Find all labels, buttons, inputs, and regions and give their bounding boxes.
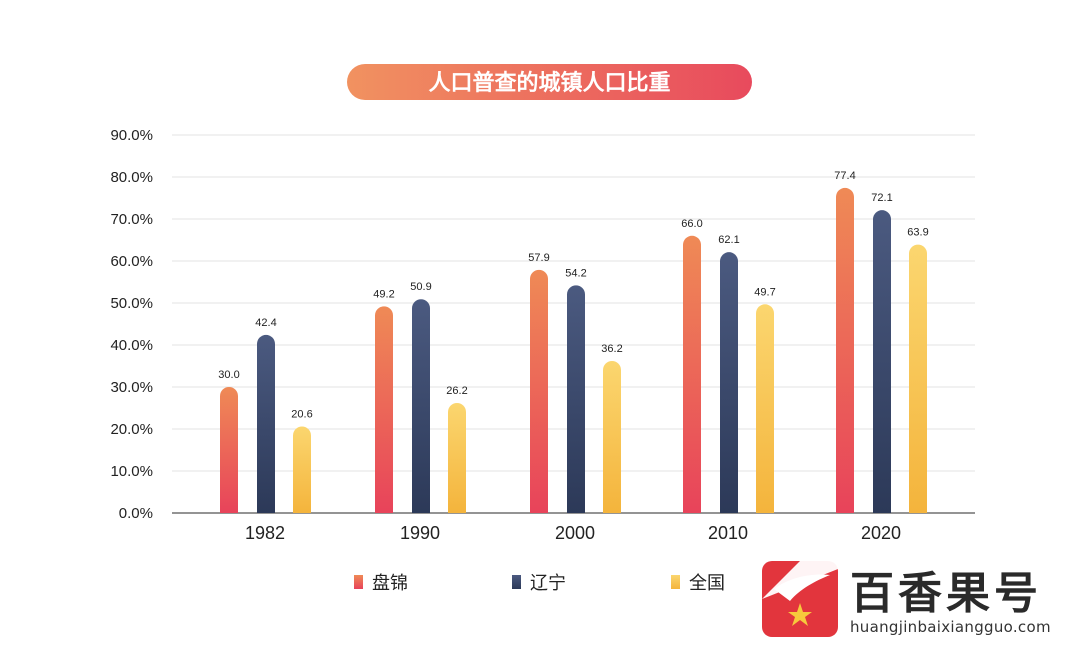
data-label: 77.4 xyxy=(834,170,855,182)
data-label: 49.7 xyxy=(754,286,775,298)
legend-label: 盘锦 xyxy=(372,573,408,594)
data-label: 57.9 xyxy=(528,252,549,264)
legend-swatch xyxy=(354,575,363,589)
y-axis-ticks: 0.0% 10.0% 20.0% 30.0% 40.0% 50.0% 60.0% 70.0% 8… xyxy=(110,127,153,522)
y-tick-label: 20.0% xyxy=(110,421,153,438)
chart-title-pill xyxy=(347,64,752,100)
bar-全国-2010 xyxy=(756,304,774,513)
data-label: 72.1 xyxy=(871,192,892,204)
data-label: 36.2 xyxy=(601,343,622,355)
watermark: 百香果号 huangjinbaixiangguo.com xyxy=(758,555,1058,641)
bar-辽宁-2010 xyxy=(720,252,738,513)
legend-label: 辽宁 xyxy=(530,573,566,594)
chart-title-group: 人口普查的城镇人口比重 xyxy=(347,64,752,100)
x-tick-label: 2020 xyxy=(861,523,901,543)
bar-盘锦-2010 xyxy=(683,235,701,514)
data-label: 66.0 xyxy=(681,218,702,230)
x-tick-label: 2010 xyxy=(708,523,748,543)
data-label: 30.0 xyxy=(218,369,239,381)
bar-盘锦-2000 xyxy=(530,269,548,513)
x-axis-ticks: 1982 1990 2000 2010 2020 xyxy=(245,523,901,543)
legend-label: 全国 xyxy=(689,573,725,594)
data-label: 50.9 xyxy=(410,281,431,293)
bar-盘锦-2020 xyxy=(836,187,854,514)
bar-全国-2000 xyxy=(603,360,621,513)
bar-layer xyxy=(220,187,927,514)
x-tick-label: 1990 xyxy=(400,523,440,543)
y-tick-label: 70.0% xyxy=(110,211,153,228)
watermark-name: 百香果号 xyxy=(850,568,1042,619)
bar-辽宁-2020 xyxy=(873,210,891,513)
y-tick-label: 90.0% xyxy=(110,127,153,144)
data-label: 63.9 xyxy=(907,227,928,239)
y-tick-label: 80.0% xyxy=(110,169,153,186)
data-label: 49.2 xyxy=(373,288,394,300)
y-tick-label: 10.0% xyxy=(110,463,153,480)
legend-swatch xyxy=(512,575,521,589)
bar-盘锦-1982 xyxy=(220,387,238,513)
legend: 盘锦 辽宁 全国 xyxy=(354,573,725,594)
data-label: 54.2 xyxy=(565,267,586,279)
y-tick-label: 0.0% xyxy=(119,505,153,522)
bar-全国-1982 xyxy=(293,426,311,513)
y-tick-label: 40.0% xyxy=(110,337,153,354)
bar-辽宁-1982 xyxy=(257,334,275,513)
bar-盘锦-1990 xyxy=(375,306,393,513)
bar-辽宁-2000 xyxy=(567,285,585,513)
data-label: 62.1 xyxy=(718,234,739,246)
bar-辽宁-1990 xyxy=(412,299,430,513)
data-label: 26.2 xyxy=(446,385,467,397)
y-tick-label: 50.0% xyxy=(110,295,153,312)
y-tick-label: 60.0% xyxy=(110,253,153,270)
x-tick-label: 2000 xyxy=(555,523,595,543)
y-tick-label: 30.0% xyxy=(110,379,153,396)
bar-全国-1990 xyxy=(448,402,466,513)
data-label: 20.6 xyxy=(291,408,312,420)
chart-title: 人口普查的城镇人口比重 xyxy=(428,70,670,96)
star-plane-logo-icon xyxy=(762,561,838,637)
data-label-layer: 30.0 49.2 57.9 66.0 77.4 42.4 50.9 54.2 62.1 72.1… xyxy=(218,170,928,421)
watermark-url: huangjinbaixiangguo.com xyxy=(850,618,1051,636)
legend-swatch xyxy=(671,575,680,589)
x-tick-label: 1982 xyxy=(245,523,285,543)
data-label: 42.4 xyxy=(255,317,276,329)
bar-全国-2020 xyxy=(909,244,927,513)
